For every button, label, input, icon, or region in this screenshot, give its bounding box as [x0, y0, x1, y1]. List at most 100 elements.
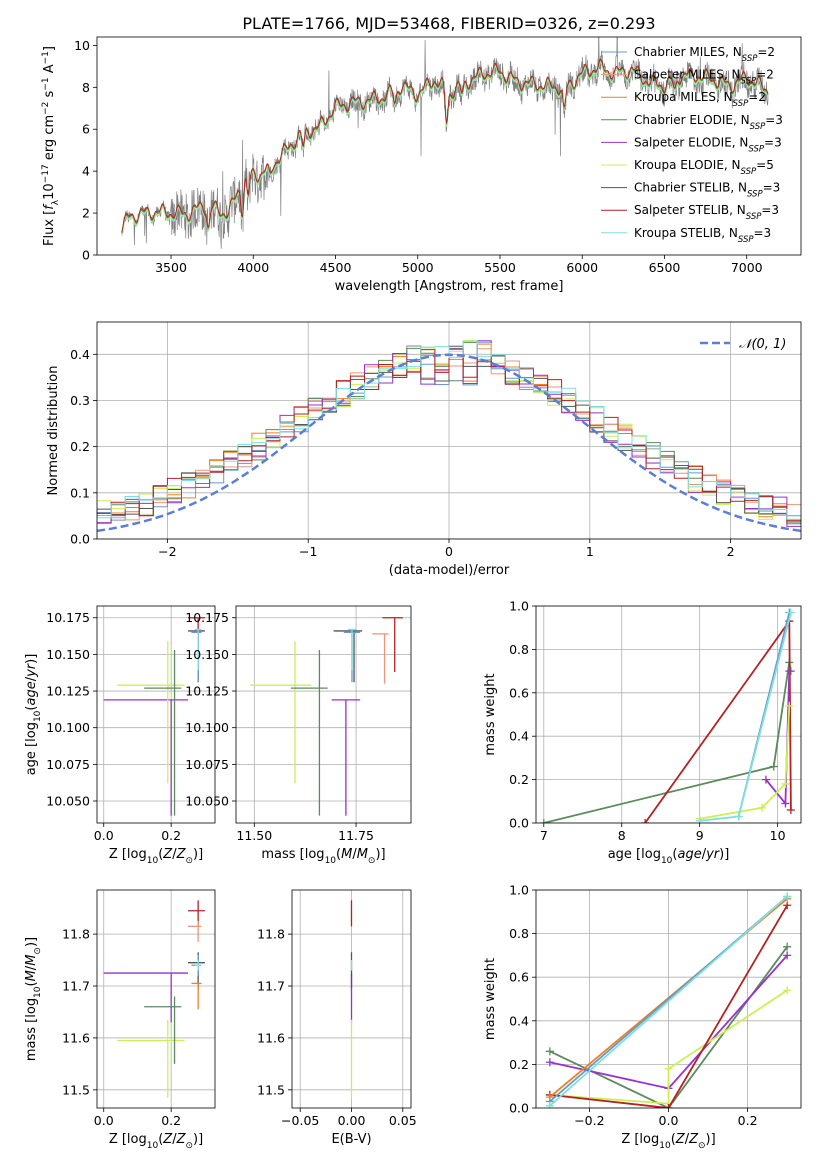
- x-tick-label: 8: [618, 828, 626, 843]
- y-tick-label: 0.2: [70, 439, 90, 454]
- y-tick-label: 10.100: [185, 720, 229, 735]
- x-axis-label: wavelength [Angstrom, rest frame]: [335, 279, 564, 294]
- observed-spectrum: [121, 37, 769, 249]
- x-axis-label: Z [log10(Z/Z⊙)]: [621, 1132, 715, 1151]
- x-tick-label: 5500: [484, 260, 516, 275]
- model-spectrum-salpeter_stelib: [121, 58, 769, 233]
- x-tick-label: 0.05: [389, 1113, 417, 1128]
- x-tick-label: −2: [158, 544, 176, 559]
- y-tick-label: 10.075: [46, 757, 90, 772]
- errorbar-point-kroupa_elodie: [117, 641, 185, 784]
- x-tick-label: −1: [299, 544, 317, 559]
- x-tick-label: 9: [696, 828, 704, 843]
- x-tick-label: −0.05: [281, 1113, 319, 1128]
- y-tick-label: 10.075: [185, 757, 229, 772]
- y-tick-label: 11.6: [257, 1030, 285, 1045]
- errorbar-point-salpeter_stelib: [188, 900, 205, 927]
- y-axis-label: mass [log10(M/M⊙)]: [24, 937, 43, 1061]
- series-marker-chabrier_elodie: [769, 762, 778, 771]
- axes-frame: [96, 889, 216, 1109]
- y-tick-label: 0.3: [70, 393, 90, 408]
- massweight_vs_Z-panel: −0.2 0.0 0.2 0.0 0.2 0.4 0.6 0.8 1.0 Z [log10(Z/Z…: [483, 883, 802, 1151]
- series-marker-salpeter_elodie: [781, 799, 790, 808]
- x-tick-label: −0.2: [574, 1113, 604, 1128]
- series-marker-kroupa_stelib: [695, 816, 704, 823]
- series-line-kroupa_elodie: [549, 989, 788, 1105]
- y-tick-label: 11.7: [62, 979, 90, 994]
- series-marker-salpeter_elodie: [545, 1058, 554, 1067]
- y-tick-label: 0.4: [509, 1013, 529, 1028]
- y-tick-label: 10.150: [46, 647, 90, 662]
- x-tick-label: 0.0: [94, 828, 114, 843]
- series-marker-kroupa_elodie: [785, 701, 794, 710]
- legend-entry-kroupa_miles: Kroupa MILES, NSSP=2: [634, 90, 766, 109]
- axes-frame: [96, 36, 802, 256]
- y-tick-label: 10.100: [46, 720, 90, 735]
- y-tick-label: 0.6: [509, 685, 529, 700]
- y-tick-label: 0.0: [70, 532, 90, 547]
- series-marker-kroupa_stelib: [783, 892, 792, 901]
- y-tick-label: 11.5: [257, 1082, 285, 1097]
- errorbar-point-salpeter_elodie: [331, 699, 361, 816]
- y-tick-label: 4: [82, 164, 90, 179]
- legend-entry-salpeter_elodie: Salpeter ELODIE, NSSP=3: [634, 135, 782, 154]
- x-axis-label: E(B-V): [331, 1132, 371, 1147]
- y-tick-label: 11.7: [257, 979, 285, 994]
- y-tick-label: 0.0: [509, 1101, 529, 1116]
- y-tick-label: 10: [74, 38, 90, 53]
- errorbar-point-kroupa_elodie: [117, 1019, 185, 1098]
- series-marker-kroupa_stelib: [734, 812, 743, 821]
- y-tick-label: 0.8: [509, 926, 529, 941]
- axes-frame: [235, 605, 412, 824]
- y-tick-label: 1.0: [509, 883, 529, 898]
- x-tick-label: 0.2: [161, 1113, 181, 1128]
- series-marker-salpeter_stelib: [664, 1104, 673, 1108]
- y-tick-label: 0.0: [509, 816, 529, 831]
- y-tick-label: 0: [82, 248, 90, 263]
- mass_vs_ebv-plot-area: [292, 890, 411, 1108]
- x-tick-label: 11.50: [236, 828, 272, 843]
- y-axis-label: Flux [fλ10−17 erg cm−2 s−1 A−1]: [41, 46, 61, 246]
- errorbar-point-salpeter_elodie: [103, 972, 189, 1023]
- x-tick-label: 0.00: [338, 1113, 366, 1128]
- mass_vs_ebv-panel: −0.05 0.00 0.05 11.5 11.6 11.7 11.8 E(B-V): [257, 889, 417, 1147]
- age_vs_Z-panel: 0.0 0.2 10.050 10.075 10.100 10.125 10.150 10.1…: [24, 605, 216, 866]
- errorbar-point-salpeter_elodie: [103, 699, 189, 816]
- x-tick-label: 6500: [649, 260, 681, 275]
- y-tick-label: 11.5: [62, 1082, 90, 1097]
- histogram-kroupa_stelib: [97, 340, 801, 539]
- x-axis-label: mass [log10(M/M⊙)]: [261, 847, 385, 866]
- errorbar-point-salpeter_miles: [372, 633, 389, 684]
- y-tick-label: 0.6: [509, 970, 529, 985]
- residual_hist-plot-area: [97, 322, 801, 539]
- errorbar-point-chabrier_stelib: [333, 630, 363, 683]
- y-tick-label: 2: [82, 206, 90, 221]
- x-tick-label: 0.0: [94, 1113, 114, 1128]
- legend-entry-kroupa_stelib: Kroupa STELIB, NSSP=3: [634, 226, 771, 245]
- mass_vs_Z-plot-area: [97, 890, 215, 1108]
- x-axis-label: Z [log10(Z/Z⊙)]: [109, 847, 203, 866]
- y-tick-label: 0.4: [70, 347, 90, 362]
- series-marker-kroupa_elodie: [758, 803, 767, 812]
- y-tick-label: 10.125: [185, 684, 229, 699]
- series-line-chabrier_elodie: [543, 662, 792, 823]
- spectrum-plot-area: [121, 37, 769, 249]
- residual_hist-panel: −2 −1 0 1 2 0.0 0.1 0.2 0.3 0.4 (data-model)/error…: [46, 321, 802, 578]
- series-marker-kroupa_stelib: [545, 1101, 554, 1108]
- series-marker-chabrier_elodie: [783, 942, 792, 951]
- errorbar-point-kroupa_miles: [191, 982, 202, 1010]
- y-tick-label: 10.175: [185, 610, 229, 625]
- legend-entry-chabrier_miles: Chabrier MILES, NSSP=2: [634, 45, 775, 64]
- series-marker-kroupa_stelib: [786, 608, 795, 617]
- y-tick-label: 10.050: [46, 794, 90, 809]
- axes-frame: [96, 321, 802, 540]
- legend-entry-chabrier_stelib: Chabrier STELIB, NSSP=3: [634, 181, 780, 200]
- spectrum-panel: 3500 4000 4500 5000 5500 6000 6500 7000 0 2 4 6 8 10 w…: [41, 36, 802, 294]
- y-tick-label: 11.6: [62, 1030, 90, 1045]
- x-tick-label: 0: [445, 544, 453, 559]
- series-line-kroupa_elodie: [699, 705, 791, 820]
- y-tick-label: 11.8: [62, 927, 90, 942]
- y-tick-label: 0.8: [509, 642, 529, 657]
- y-tick-label: 10.125: [46, 684, 90, 699]
- y-tick-label: 0.1: [70, 485, 90, 500]
